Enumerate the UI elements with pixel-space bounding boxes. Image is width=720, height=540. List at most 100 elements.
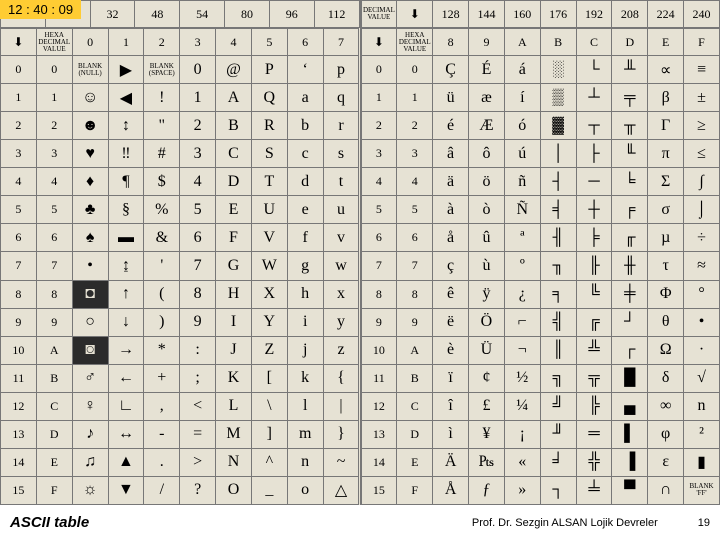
glyph-cell: ë [433, 309, 469, 337]
row-dec-index: 2 [0, 112, 37, 140]
glyph-cell: - [144, 421, 180, 449]
glyph-cell: ▐ [612, 449, 648, 477]
glyph-cell: } [324, 421, 360, 449]
glyph-cell: h [288, 281, 324, 309]
glyph-cell: = [180, 421, 216, 449]
glyph-cell: ⌐ [505, 309, 541, 337]
glyph-cell: è [433, 337, 469, 365]
glyph-cell: τ [648, 252, 684, 280]
row-dec-index: 0 [0, 56, 37, 84]
glyph-cell: ╒ [612, 196, 648, 224]
glyph-cell: í [505, 84, 541, 112]
row-dec-index: 5 [0, 196, 37, 224]
glyph-cell: ╣ [541, 309, 577, 337]
glyph-cell: Y [252, 309, 288, 337]
glyph-cell: ○ [73, 309, 109, 337]
glyph-cell: ♦ [73, 168, 109, 196]
row-hex-index: 6 [37, 224, 73, 252]
glyph-cell: û [469, 224, 505, 252]
glyph-cell: Ω [648, 337, 684, 365]
row-dec-index: 6 [0, 224, 37, 252]
glyph-cell: j [288, 337, 324, 365]
glyph-cell: i [288, 309, 324, 337]
glyph-cell: k [288, 365, 324, 393]
glyph-cell: · [684, 337, 720, 365]
glyph-cell: ± [684, 84, 720, 112]
glyph-cell: ☺ [73, 84, 109, 112]
glyph-cell: ' [144, 252, 180, 280]
row-hex-index: 3 [37, 140, 73, 168]
glyph-cell: U [252, 196, 288, 224]
glyph-cell: ~ [324, 449, 360, 477]
glyph-cell: ╚ [577, 281, 613, 309]
glyph-cell: < [180, 393, 216, 421]
glyph-cell: o [288, 477, 324, 505]
glyph-cell: √ [684, 365, 720, 393]
glyph-cell: ₧ [469, 449, 505, 477]
glyph-cell: ∝ [648, 56, 684, 84]
glyph-cell: 6 [180, 224, 216, 252]
dec-header-cell: 96 [270, 0, 315, 28]
glyph-cell: æ [469, 84, 505, 112]
glyph-cell: ¿ [505, 281, 541, 309]
timestamp-badge: 12 : 40 : 09 [0, 0, 81, 19]
glyph-cell: Φ [648, 281, 684, 309]
row-dec-index: 1 [361, 84, 398, 112]
glyph-cell: x [324, 281, 360, 309]
glyph-cell: ╗ [541, 365, 577, 393]
row-dec-index: 13 [0, 421, 37, 449]
glyph-cell: └ [577, 56, 613, 84]
glyph-cell: « [505, 449, 541, 477]
glyph-cell: • [73, 252, 109, 280]
row-dec-index: 8 [0, 281, 37, 309]
row-hex-index: 8 [37, 281, 73, 309]
glyph-cell: f [288, 224, 324, 252]
row-hex-index: 5 [37, 196, 73, 224]
glyph-cell: ¥ [469, 421, 505, 449]
glyph-cell: ‼ [109, 140, 145, 168]
glyph-cell: ö [469, 168, 505, 196]
hex-header-cell: ⬇ [361, 28, 398, 56]
glyph-cell: ◘ [73, 281, 109, 309]
glyph-cell: Ü [469, 337, 505, 365]
ascii-left-half: 163248548096112⬇HEXA DECIMAL VALUE012345… [0, 0, 361, 505]
glyph-cell: ╦ [577, 365, 613, 393]
glyph-cell: ▌ [612, 421, 648, 449]
glyph-cell: R [252, 112, 288, 140]
glyph-cell: % [144, 196, 180, 224]
hex-header-cell: 4 [216, 28, 252, 56]
glyph-cell: ° [684, 281, 720, 309]
glyph-cell: v [324, 224, 360, 252]
row-hex-index: 1 [37, 84, 73, 112]
glyph-cell: ▼ [109, 477, 145, 505]
glyph-cell: ╘ [612, 168, 648, 196]
glyph-cell: > [180, 449, 216, 477]
row-hex-index: C [397, 393, 433, 421]
row-dec-index: 11 [361, 365, 398, 393]
glyph-cell: V [252, 224, 288, 252]
row-dec-index: 10 [361, 337, 398, 365]
dec-header-cell: 144 [469, 0, 505, 28]
glyph-cell: • [684, 309, 720, 337]
glyph-cell: ↨ [109, 252, 145, 280]
glyph-cell: a [288, 84, 324, 112]
glyph-cell: ╙ [612, 140, 648, 168]
glyph-cell: ↕ [109, 112, 145, 140]
glyph-cell: β [648, 84, 684, 112]
dec-header-cell: 208 [612, 0, 648, 28]
glyph-cell: ◙ [73, 337, 109, 365]
row-dec-index: 1 [0, 84, 37, 112]
glyph-cell: ╢ [541, 224, 577, 252]
glyph-cell: @ [216, 56, 252, 84]
glyph-cell: │ [541, 140, 577, 168]
glyph-cell: | [324, 393, 360, 421]
glyph-cell: ) [144, 309, 180, 337]
glyph-cell: X [252, 281, 288, 309]
glyph-cell: ÷ [684, 224, 720, 252]
glyph-cell: θ [648, 309, 684, 337]
glyph-cell: ☼ [73, 477, 109, 505]
hex-header-cell: 7 [324, 28, 360, 56]
hex-header-cell: 8 [433, 28, 469, 56]
glyph-cell: K [216, 365, 252, 393]
row-dec-index: 4 [0, 168, 37, 196]
